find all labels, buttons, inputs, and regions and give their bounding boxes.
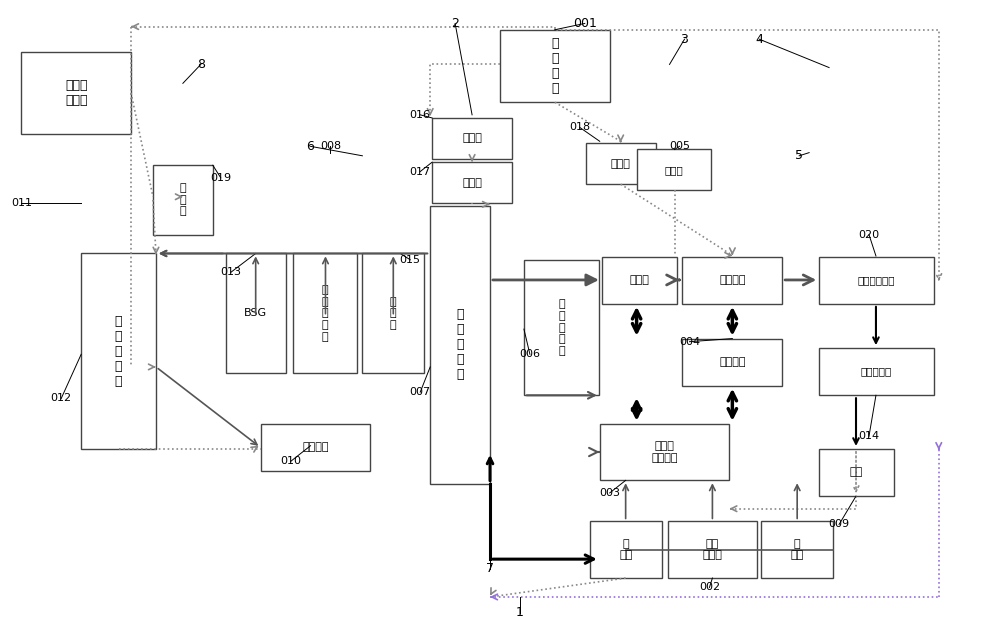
Text: 出水口: 出水口 — [629, 275, 649, 285]
FancyBboxPatch shape — [432, 162, 512, 203]
FancyBboxPatch shape — [600, 423, 729, 480]
Text: 电子
节温器: 电子 节温器 — [702, 539, 722, 560]
FancyBboxPatch shape — [819, 348, 934, 395]
FancyBboxPatch shape — [524, 260, 599, 395]
Text: 电控辅助水泵: 电控辅助水泵 — [858, 275, 895, 285]
FancyBboxPatch shape — [81, 253, 156, 449]
Text: 020: 020 — [858, 230, 880, 239]
Text: 2: 2 — [451, 17, 459, 30]
FancyBboxPatch shape — [761, 522, 833, 578]
Text: 3: 3 — [681, 33, 688, 46]
Text: 节
流
阀: 节 流 阀 — [180, 184, 186, 216]
FancyBboxPatch shape — [590, 522, 662, 578]
Text: 017: 017 — [410, 166, 431, 177]
Text: 膨
胀
水
箱: 膨 胀 水 箱 — [551, 37, 559, 95]
FancyBboxPatch shape — [602, 256, 677, 304]
FancyBboxPatch shape — [586, 143, 656, 184]
FancyBboxPatch shape — [293, 253, 357, 373]
Text: 7: 7 — [486, 562, 494, 575]
Text: 016: 016 — [410, 110, 431, 120]
Text: 014: 014 — [858, 431, 880, 441]
Text: 002: 002 — [699, 582, 720, 592]
Text: 010: 010 — [280, 456, 301, 467]
Text: 012: 012 — [51, 394, 72, 403]
Text: 8: 8 — [197, 58, 205, 71]
Text: 006: 006 — [519, 349, 540, 360]
FancyBboxPatch shape — [682, 339, 782, 386]
Text: 4: 4 — [755, 33, 763, 46]
Text: 节流阀: 节流阀 — [665, 165, 683, 175]
Text: 缸盖水套: 缸盖水套 — [719, 275, 746, 285]
FancyBboxPatch shape — [500, 30, 610, 102]
Text: 高
温
散
热
器: 高 温 散 热 器 — [456, 308, 464, 381]
Text: 开关式
机械水泵: 开关式 机械水泵 — [651, 441, 678, 463]
Text: 013: 013 — [220, 267, 241, 277]
Text: 暖风: 暖风 — [850, 468, 863, 477]
Text: 019: 019 — [210, 173, 231, 183]
FancyBboxPatch shape — [21, 52, 131, 134]
Text: 低
温
散
热
器: 低 温 散 热 器 — [115, 315, 122, 387]
Text: 003: 003 — [599, 488, 620, 498]
Text: 电子水泵: 电子水泵 — [302, 442, 329, 452]
FancyBboxPatch shape — [819, 449, 894, 496]
Text: 中
冷
器: 中 冷 器 — [390, 297, 397, 330]
Text: 节流阀: 节流阀 — [611, 159, 631, 168]
Text: 电
子
增
压
器: 电 子 增 压 器 — [322, 285, 328, 342]
Text: 001: 001 — [573, 17, 597, 30]
Text: 5: 5 — [795, 149, 803, 162]
Text: 节流阀: 节流阀 — [462, 178, 482, 187]
Text: 018: 018 — [569, 122, 590, 132]
FancyBboxPatch shape — [430, 206, 490, 484]
FancyBboxPatch shape — [261, 423, 370, 471]
FancyBboxPatch shape — [637, 149, 711, 191]
Text: 008: 008 — [320, 141, 341, 151]
Text: 009: 009 — [828, 520, 850, 529]
Text: 004: 004 — [679, 337, 700, 347]
Text: BSG: BSG — [244, 308, 267, 318]
Text: 1: 1 — [516, 606, 524, 619]
Text: 副
阀门: 副 阀门 — [791, 539, 804, 560]
Text: 机
油
冷
却
器: 机 油 冷 却 器 — [558, 299, 565, 356]
Text: 涡轮增压器: 涡轮增压器 — [861, 367, 892, 377]
Text: 015: 015 — [400, 254, 421, 265]
FancyBboxPatch shape — [682, 256, 782, 304]
Text: 主
阀门: 主 阀门 — [619, 539, 632, 560]
FancyBboxPatch shape — [226, 253, 286, 373]
Text: 005: 005 — [669, 141, 690, 151]
Text: 缸体水套: 缸体水套 — [719, 357, 746, 367]
Text: 单向阀: 单向阀 — [462, 134, 482, 144]
FancyBboxPatch shape — [153, 165, 213, 235]
FancyBboxPatch shape — [432, 118, 512, 159]
Text: 6: 6 — [307, 140, 314, 153]
FancyBboxPatch shape — [668, 522, 757, 578]
Text: 007: 007 — [410, 387, 431, 397]
Text: 011: 011 — [11, 198, 32, 208]
FancyBboxPatch shape — [819, 256, 934, 304]
FancyBboxPatch shape — [362, 253, 424, 373]
Text: 第二膨
胀水箱: 第二膨 胀水箱 — [65, 78, 87, 107]
